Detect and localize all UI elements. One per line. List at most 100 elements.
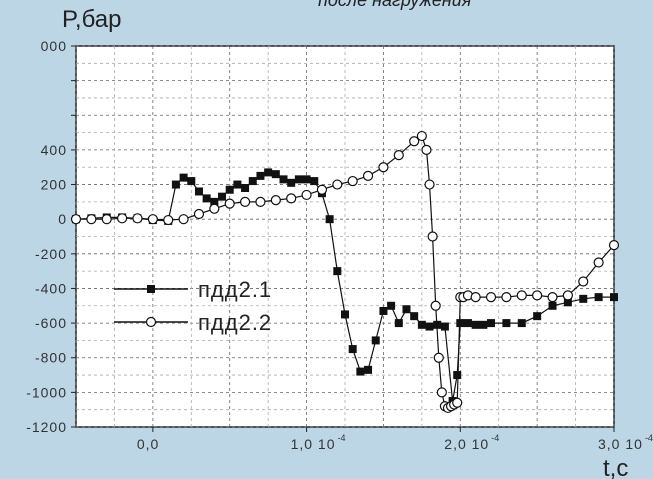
legend-entry: пдд2.1 — [114, 277, 271, 302]
data-point-circle — [578, 276, 589, 287]
data-point-square — [179, 173, 188, 182]
y-tick-label: -800 — [35, 350, 67, 366]
y-tick-label: 400 — [41, 142, 67, 158]
data-point-square — [279, 175, 288, 184]
data-point-circle — [470, 292, 481, 303]
data-point-circle — [378, 162, 389, 173]
data-point-square — [563, 298, 572, 307]
data-point-circle — [409, 136, 420, 147]
series-2 — [70, 130, 620, 414]
data-point-square — [394, 319, 403, 328]
data-point-square — [202, 194, 211, 203]
data-point-square — [371, 336, 380, 345]
data-point-circle — [209, 203, 220, 214]
y-tick-label: 000 — [41, 38, 67, 54]
data-point-square — [248, 177, 257, 186]
data-point-circle — [86, 214, 97, 225]
y-tick-label: -1200 — [26, 419, 67, 435]
data-point-circle — [193, 208, 205, 220]
data-point-circle — [70, 214, 82, 225]
legend-entry: пдд2.2 — [114, 310, 272, 335]
x-tick-exponent: -4 — [491, 433, 499, 443]
data-point-square — [364, 365, 373, 374]
data-point-circle — [433, 352, 444, 363]
data-point-circle — [316, 184, 328, 195]
data-point-circle — [163, 214, 174, 226]
data-point-square — [302, 175, 311, 184]
data-point-square — [325, 215, 334, 224]
x-tick-exponent: -4 — [338, 433, 346, 443]
data-point-circle — [224, 198, 235, 209]
data-point-circle — [608, 240, 620, 251]
data-point-circle — [421, 144, 432, 156]
data-point-circle — [430, 300, 441, 311]
data-point-square — [425, 322, 434, 331]
data-point-circle — [485, 292, 497, 303]
y-tick-label: -400 — [35, 280, 67, 296]
legend-label: пдд2.2 — [198, 310, 272, 335]
data-point-circle — [501, 292, 512, 303]
plot-area — [75, 45, 615, 428]
data-point-square — [479, 320, 488, 329]
data-point-circle — [362, 170, 374, 181]
data-point-square — [218, 192, 227, 201]
data-point-square — [348, 345, 357, 354]
data-point-square — [548, 301, 557, 310]
chart-subtitle: после нагружения — [318, 0, 472, 10]
data-point-square — [456, 319, 465, 328]
data-point-square — [147, 285, 155, 293]
x-tick-label: 3,0 10 — [598, 436, 643, 452]
y-tick-label: -200 — [35, 246, 67, 262]
data-point-circle — [424, 179, 435, 190]
data-point-square — [440, 322, 449, 331]
data-point-circle — [101, 214, 112, 225]
data-point-square — [225, 185, 234, 194]
data-point-square — [341, 310, 349, 319]
data-point-circle — [516, 290, 527, 301]
y-tick-label: -600 — [35, 315, 67, 331]
x-tick-label: 1,0 10 — [291, 436, 336, 452]
y-axis-label: P,бар — [62, 6, 121, 33]
x-tick-exponent: -4 — [645, 433, 653, 443]
data-point-circle — [547, 292, 558, 303]
y-tick-label: 200 — [41, 177, 67, 193]
data-point-square — [387, 301, 396, 310]
data-point-circle — [270, 195, 281, 206]
data-point-circle — [532, 290, 543, 301]
data-point-square — [517, 319, 526, 328]
y-tick-label: -1000 — [26, 384, 67, 400]
data-point-circle — [239, 196, 251, 207]
data-point-circle — [427, 231, 438, 242]
x-axis-label: t,c — [603, 455, 628, 479]
data-point-square — [271, 170, 280, 179]
tick-labels: 000 400 200 0 -200 -400 -600 -800 -1000 -1200 0,0 1… — [26, 38, 653, 452]
data-point-circle — [255, 196, 266, 207]
data-point-square — [233, 180, 242, 189]
data-point-circle — [452, 397, 463, 408]
data-point-square — [187, 177, 196, 186]
legend: пдд2.1 пдд2.2 — [114, 277, 272, 335]
data-point-square — [241, 184, 250, 193]
data-point-circle — [286, 193, 297, 204]
data-point-circle — [301, 189, 312, 201]
data-point-circle — [347, 175, 358, 187]
data-point-square — [463, 319, 472, 328]
data-point-circle — [147, 214, 158, 225]
data-point-square — [579, 294, 588, 303]
data-point-square — [171, 180, 180, 189]
x-tick-label: 2,0 10 — [444, 436, 489, 452]
data-point-circle — [393, 150, 404, 161]
data-point-square — [287, 178, 296, 187]
data-point-square — [502, 319, 511, 328]
series-group — [70, 130, 620, 414]
data-point-square — [379, 306, 388, 315]
data-point-square — [471, 320, 480, 329]
data-point-circle — [178, 214, 189, 225]
data-point-square — [453, 371, 462, 380]
data-point-square — [210, 197, 219, 206]
data-point-square — [487, 319, 496, 328]
data-point-square — [533, 312, 542, 321]
data-point-circle — [562, 290, 573, 301]
data-point-circle — [132, 213, 143, 224]
